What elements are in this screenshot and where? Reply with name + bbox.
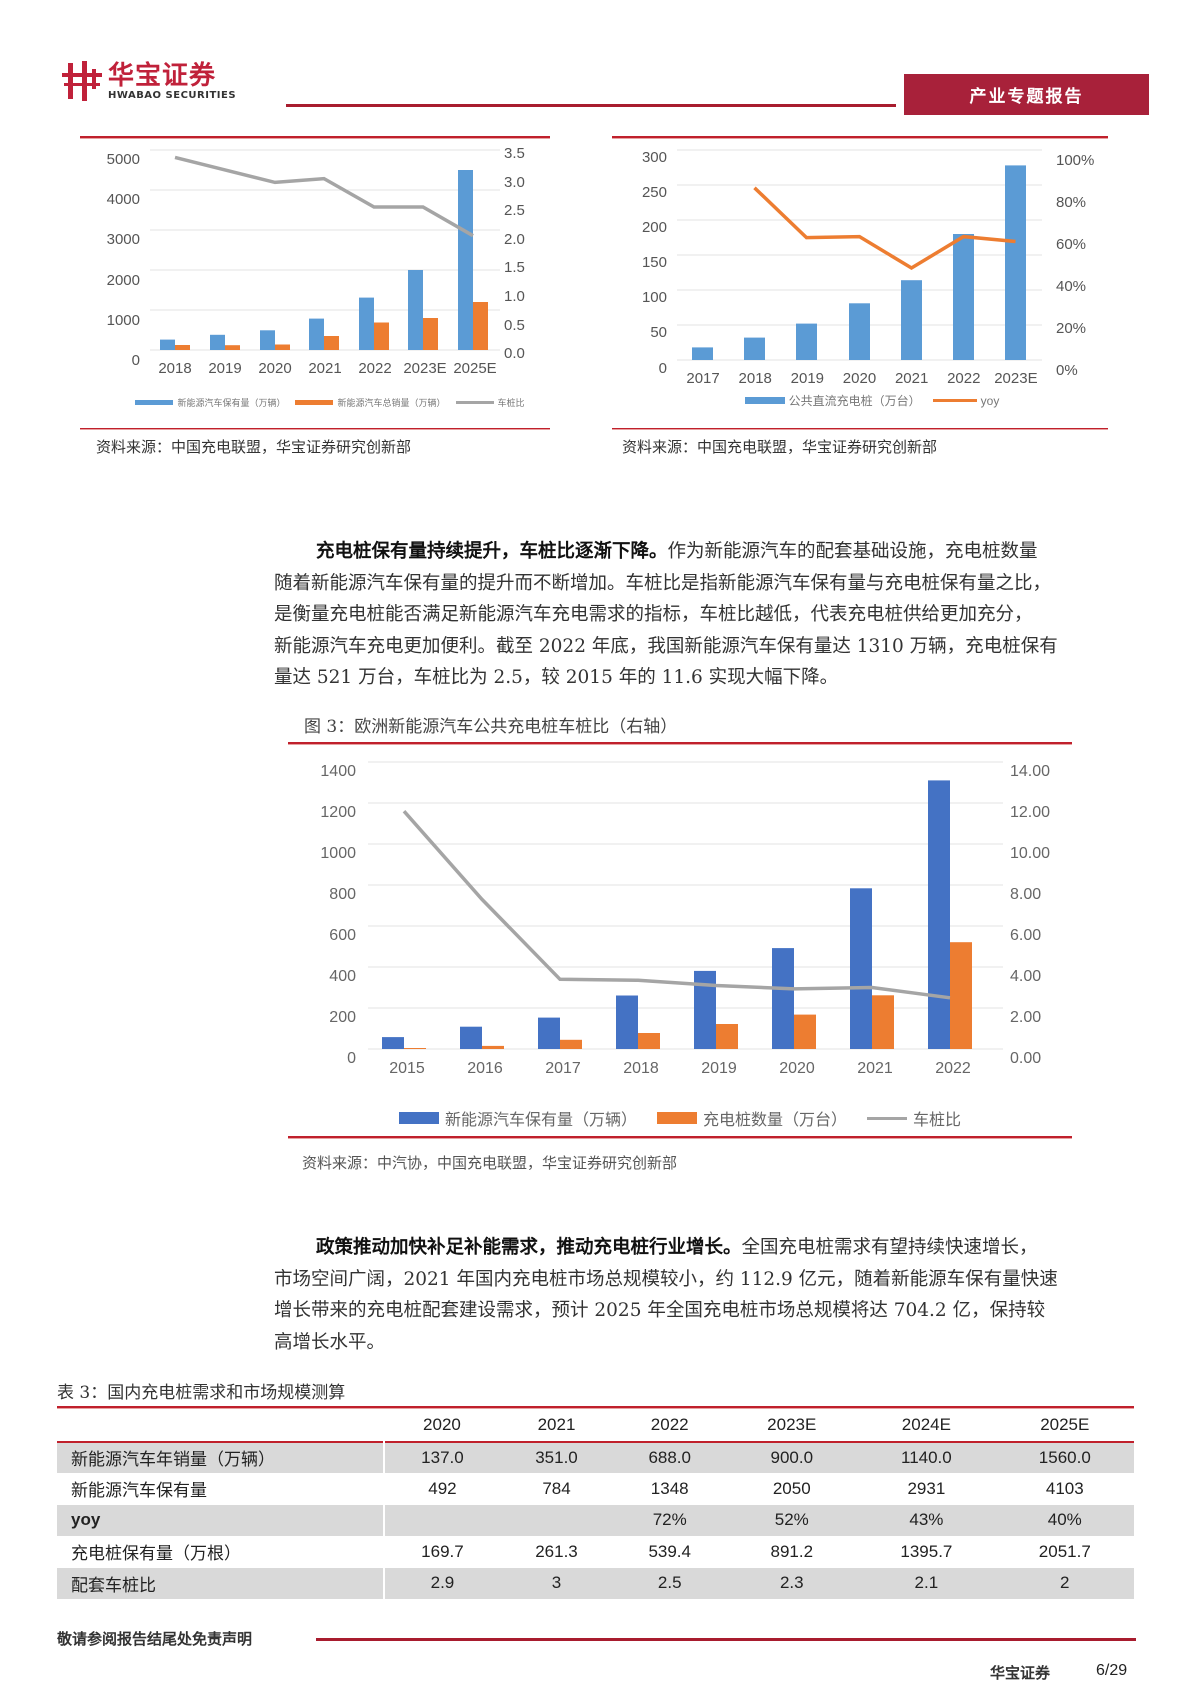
chart-left-top-rule bbox=[80, 136, 550, 138]
logo-mark-icon bbox=[62, 59, 102, 103]
figure3-source: 资料来源：中汽协，中国充电联盟，华宝证券研究创新部 bbox=[302, 1154, 678, 1172]
legend-swatch-orange bbox=[656, 1112, 697, 1124]
footer-disclaimer: 敬请参阅报告结尾处免责声明 bbox=[57, 1630, 253, 1648]
brand-cn: 华宝证券 bbox=[108, 60, 217, 91]
table-row: 充电桩保有量（万根） 169.7 261.3 539.4 891.2 1395.7 2051… bbox=[57, 1536, 1134, 1568]
chart-left-plot bbox=[150, 149, 500, 351]
figure3-chart: 1400 1200 1000 800 600 400 200 0 14.00 12.00 10.0… bbox=[288, 744, 1072, 1134]
chart-right-source: 资料来源：中国充电联盟，华宝证券研究创新部 bbox=[622, 438, 938, 456]
footer-brand: 华宝证券 bbox=[990, 1664, 1051, 1682]
table-row: 新能源汽车年销量（万辆） 137.0 351.0 688.0 900.0 1140.0 15… bbox=[57, 1441, 1134, 1473]
y-right-ticks: 14.00 12.00 10.00 8.00 6.00 4.00 2.00 0.00 bbox=[1010, 763, 1051, 1067]
legend-swatch-blue bbox=[744, 397, 785, 404]
legend-swatch-blue bbox=[398, 1112, 439, 1124]
y-left-ticks: 5000 4000 3000 2000 1000 0 bbox=[106, 151, 140, 370]
chart-left: 5000 4000 3000 2000 1000 0 3.5 3.0 2.5 2.0 1.5 1.0… bbox=[80, 138, 550, 428]
figure3-plot bbox=[368, 761, 1003, 1050]
table3-top-rule bbox=[57, 1406, 1134, 1408]
table-header-row: 2020 2021 2022 2023E 2024E 2025E bbox=[57, 1410, 1134, 1442]
page-number: 6/29 bbox=[1096, 1662, 1128, 1679]
para1-lead: 充电桩保有量持续提升，车桩比逐渐下降。 bbox=[316, 541, 668, 562]
paragraph-policy: 政策推动加快补足补能需求，推动充电桩行业增长。全国充电桩需求有望持续快速增长， … bbox=[274, 1237, 1058, 1353]
header-divider bbox=[286, 104, 896, 107]
legend-swatch-orange bbox=[932, 399, 977, 402]
company-logo: 华宝证券 HWABAO SECURITIES bbox=[62, 56, 272, 106]
table3: 2020 2021 2022 2023E 2024E 2025E 新能源汽车年销量（万辆… bbox=[57, 1410, 1134, 1599]
figure3-title: 图 3：欧洲新能源汽车公共充电桩车桩比（右轴） bbox=[304, 717, 678, 737]
chart-left-legend: 新能源汽车保有量（万辆） 新能源汽车总销量（万辆） 车桩比 bbox=[130, 396, 530, 409]
table-row: 新能源汽车保有量 492 784 1348 2050 2931 4103 bbox=[57, 1473, 1134, 1505]
table-row: yoy 72% 52% 43% 40% bbox=[57, 1504, 1134, 1536]
chart-right: 300 250 200 150 100 50 0 100% 80% 60% 40% 20% 0% 20… bbox=[612, 138, 1108, 428]
chart-right-bottom-rule bbox=[612, 428, 1108, 429]
x-ticks: 2017 2018 2019 2020 2021 2022 2023E bbox=[686, 370, 1038, 387]
footer-divider bbox=[316, 1638, 1136, 1641]
legend-swatch-gray bbox=[867, 1116, 907, 1120]
chart-left-source: 资料来源：中国充电联盟，华宝证券研究创新部 bbox=[96, 438, 412, 456]
x-ticks: 2018 2019 2020 2021 2022 2023E 2025E bbox=[158, 360, 497, 377]
y-right-ticks: 3.5 3.0 2.5 2.0 1.5 1.0 0.5 0.0 bbox=[504, 145, 525, 363]
x-ticks: 2015 2016 2017 2018 2019 2020 2021 2022 bbox=[389, 1060, 971, 1077]
brand-en: HWABAO SECURITIES bbox=[108, 89, 237, 101]
figure3-legend: 新能源汽车保有量（万辆） 充电桩数量（万台） 车桩比 bbox=[368, 1106, 992, 1130]
table-row: 配套车桩比 2.9 3 2.5 2.3 2.1 2 bbox=[57, 1567, 1134, 1599]
paragraph-charging-pile: 充电桩保有量持续提升，车桩比逐渐下降。作为新能源汽车的配套基础设施，充电桩数量 … bbox=[274, 541, 1058, 688]
chart-right-legend: 公共直流充电桩（万台） yoy bbox=[672, 392, 1072, 409]
chart-left-bottom-rule bbox=[80, 428, 550, 429]
y-right-ticks: 100% 80% 60% 40% 20% 0% bbox=[1056, 152, 1095, 379]
figure3-bottom-rule bbox=[288, 1136, 1072, 1138]
y-left-ticks: 1400 1200 1000 800 600 400 200 0 bbox=[320, 763, 356, 1067]
legend-swatch-blue bbox=[135, 400, 174, 405]
figure3-top-rule bbox=[288, 742, 1072, 744]
y-left-ticks: 300 250 200 150 100 50 0 bbox=[641, 149, 667, 377]
legend-swatch-gray bbox=[455, 401, 494, 404]
chart-right-top-rule bbox=[612, 136, 1108, 138]
table3-title: 表 3：国内充电桩需求和市场规模测算 bbox=[57, 1383, 346, 1403]
para2-lead: 政策推动加快补足补能需求，推动充电桩行业增长。 bbox=[316, 1237, 742, 1258]
chart-right-plot bbox=[677, 149, 1042, 361]
legend-swatch-orange bbox=[295, 400, 334, 405]
report-type-badge: 产业专题报告 bbox=[904, 74, 1149, 115]
